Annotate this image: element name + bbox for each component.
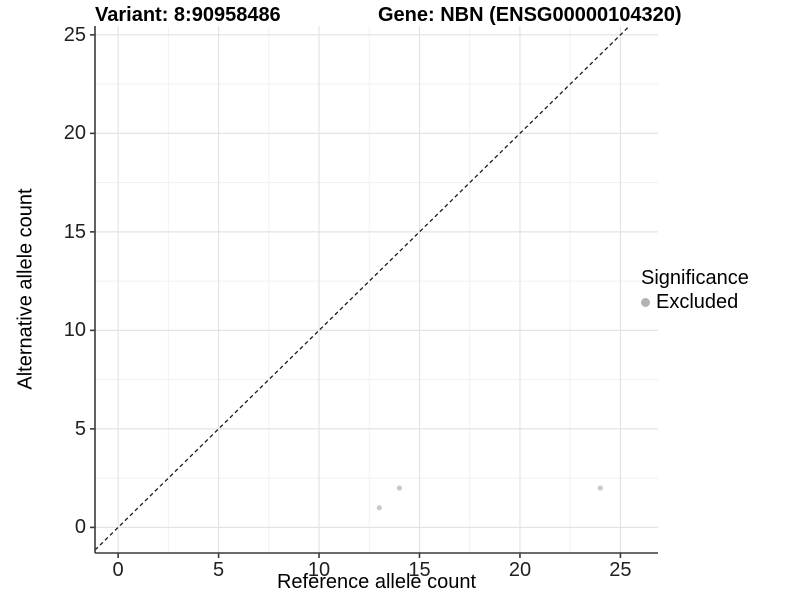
y-axis-title: Alternative allele count	[14, 188, 37, 390]
y-tick-label: 5	[74, 417, 86, 440]
data-point	[597, 485, 603, 491]
data-point	[376, 505, 382, 511]
legend-item-excluded: Excluded	[641, 291, 749, 314]
legend-point-icon	[641, 298, 650, 307]
y-tick-label: 25	[63, 23, 86, 46]
legend-item-label: Excluded	[656, 291, 739, 313]
x-tick-label: 0	[112, 559, 124, 581]
legend: Significance Excluded	[641, 267, 749, 314]
y-tick-label: 0	[74, 516, 86, 539]
y-tick-label: 15	[63, 220, 86, 243]
x-axis-title: Reference allele count	[276, 571, 476, 593]
legend-title: Significance	[641, 267, 749, 289]
y-tick-label: 10	[63, 319, 86, 342]
x-tick-label: 15	[408, 559, 431, 581]
identity-line	[94, 25, 630, 551]
x-tick-label: 25	[609, 559, 632, 581]
data-point	[396, 485, 403, 491]
plot-title-variant: Variant: 8:90958486	[95, 4, 281, 26]
y-tick-label: 20	[63, 122, 86, 145]
plot-title-gene: Gene: NBN (ENSG00000104320)	[378, 4, 682, 26]
x-tick-label: 5	[213, 559, 225, 581]
x-tick-label: 10	[307, 559, 331, 581]
x-tick-label: 20	[508, 559, 532, 581]
